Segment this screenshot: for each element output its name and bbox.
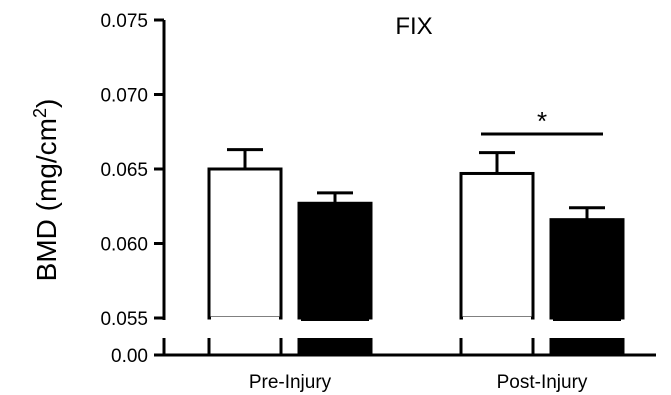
y-tick-label: 0.065 — [100, 160, 148, 181]
bar-break-cover — [301, 317, 369, 321]
bar-post-injury-open — [459, 171, 535, 320]
y-tick-label: 0.055 — [100, 309, 148, 330]
y-tick-label: 0.075 — [100, 11, 148, 32]
significance-star: * — [537, 106, 547, 136]
bar-pre-injury-filled — [297, 201, 373, 320]
bars-group — [207, 148, 625, 355]
bar-break-cover — [211, 317, 279, 321]
x-category-label-post-injury: Post-Injury — [497, 372, 588, 393]
bar-lower-segment — [549, 338, 625, 355]
bar-lower-segment — [297, 338, 373, 355]
y-axis-label-main: BMD (mg/cm — [31, 118, 62, 281]
y-tick-label: 0.070 — [100, 86, 148, 107]
y-axis-label-close: ) — [31, 99, 62, 108]
bar-break-cover — [463, 317, 531, 321]
bar-pre-injury-open — [207, 167, 283, 320]
chart-title: FIX — [395, 13, 432, 40]
y-axis-upper-ticks: 0.075 0.070 0.065 0.060 0.055 — [100, 11, 172, 340]
y-tick-label: 0.060 — [100, 235, 148, 256]
bar-break-cover — [553, 317, 621, 321]
bar-post-injury-filled — [549, 218, 625, 320]
y-axis-label-superscript: 2 — [30, 108, 50, 118]
y-axis-label: BMD (mg/cm2) — [30, 99, 62, 282]
x-category-label-pre-injury: Pre-Injury — [249, 372, 332, 393]
y-tick-label-lower: 0.00 — [111, 346, 148, 367]
